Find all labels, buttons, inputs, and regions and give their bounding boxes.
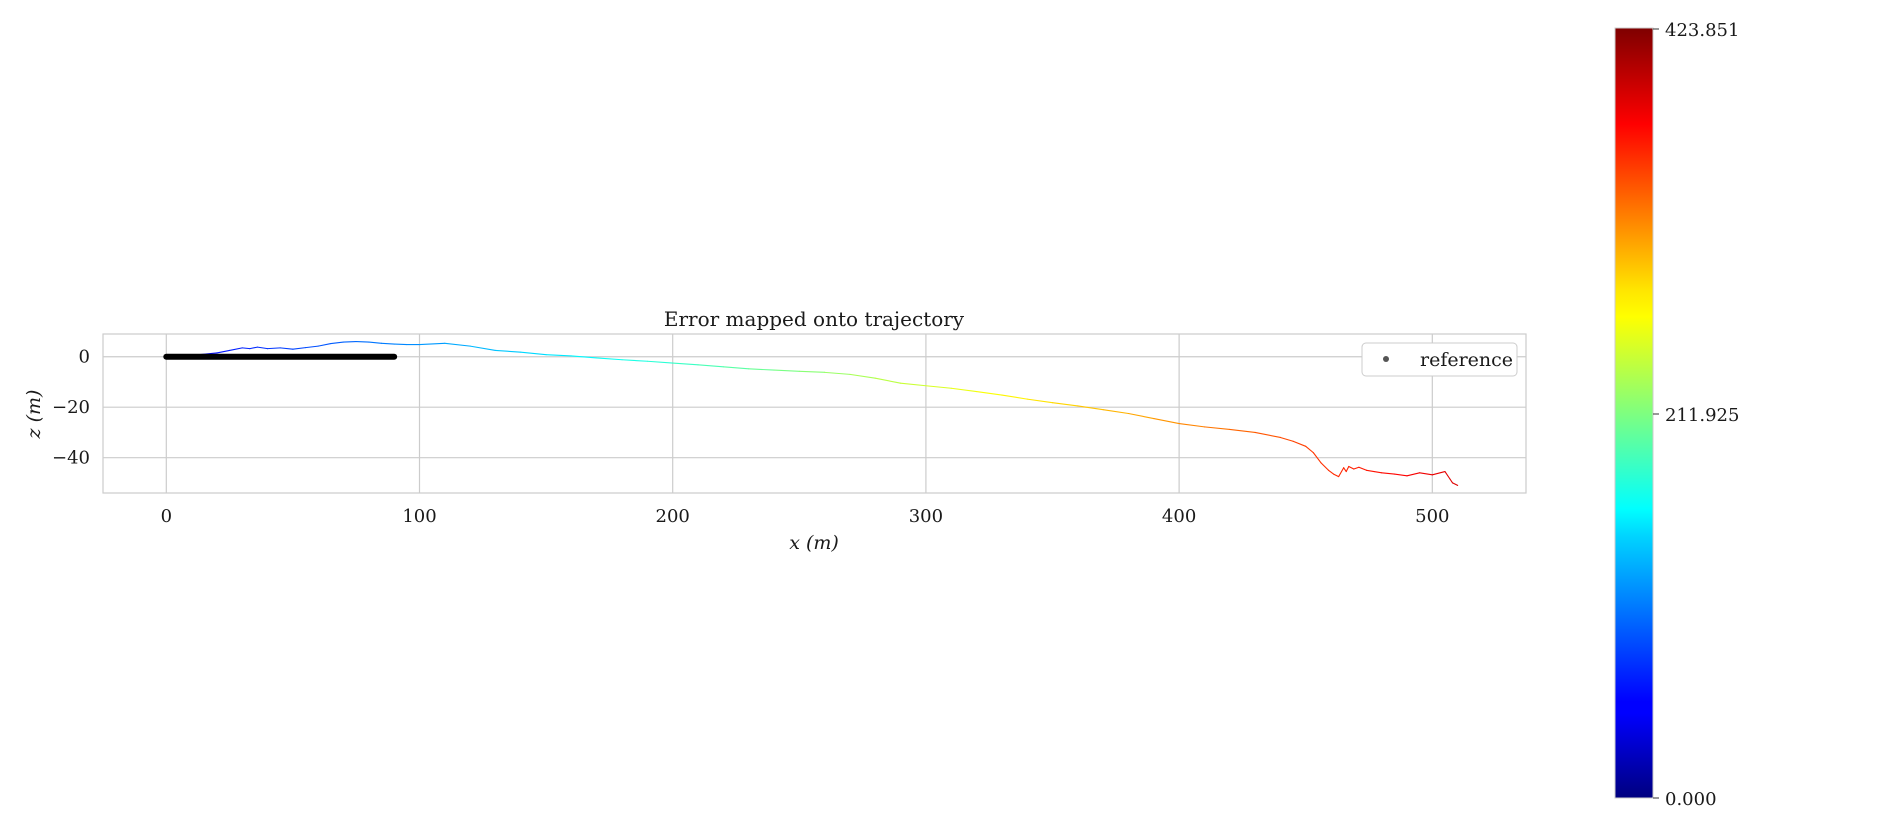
chart-title: Error mapped onto trajectory [664, 307, 965, 331]
trajectory-segment [355, 341, 370, 343]
colorbar-label-max: 423.851 [1665, 20, 1739, 41]
trajectory-segment [646, 360, 674, 364]
trajectory-segment [305, 345, 319, 349]
trajectory-segment [900, 382, 927, 387]
trajectory-segment [1365, 469, 1375, 473]
trajectory-segment [975, 390, 1003, 396]
trajectory-segment [1444, 470, 1451, 480]
trajectory-segment [216, 349, 231, 354]
trajectory-segment [1373, 470, 1383, 474]
trajectory-segment [1178, 423, 1205, 428]
trajectory-segment [1279, 436, 1294, 442]
trajectory-segment [469, 345, 497, 351]
trajectory-segment [368, 341, 383, 344]
trajectory-segment [1026, 398, 1054, 404]
grid-lines [103, 334, 1526, 493]
trajectory-segment [1343, 467, 1347, 473]
trajectory-segment [1345, 465, 1350, 473]
trajectory-segment [1312, 452, 1322, 464]
trajectory-segment [229, 347, 243, 351]
colorbar-label-mid: 211.925 [1665, 405, 1739, 426]
trajectory-segment [1327, 469, 1335, 475]
trajectory-segment [722, 366, 750, 370]
trajectory-segment [1452, 482, 1459, 486]
y-tick-labels: 0 −20 −40 [52, 347, 90, 469]
trajectory-segment [1333, 473, 1340, 478]
legend-box [1361, 342, 1518, 377]
trajectory-segment [1001, 394, 1028, 400]
trajectory-segment [1051, 402, 1079, 407]
trajectory-segment [256, 346, 269, 350]
x-tick-label: 400 [1162, 506, 1196, 527]
plot-area [102, 333, 1527, 494]
trajectory-segment [1348, 465, 1355, 470]
trajectory-segment [925, 385, 952, 389]
trajectory-segment [1338, 467, 1345, 478]
trajectory-segment [1320, 462, 1330, 471]
trajectory-segment [444, 342, 471, 347]
trajectory-segment [773, 369, 800, 372]
trajectory-segment [621, 359, 648, 362]
x-tick-label: 200 [656, 506, 690, 527]
trajectory-segment [494, 349, 522, 353]
trajectory-segment [697, 364, 724, 368]
x-axis-label: x (m) [789, 532, 839, 554]
colorbar: 423.851 211.925 0.000 [1614, 20, 1739, 810]
legend: reference [1361, 342, 1518, 377]
trajectory-segment [1292, 440, 1307, 447]
trajectory-segment [1393, 473, 1408, 477]
trajectory-segment [1203, 426, 1231, 430]
legend-entry-reference: reference [1420, 349, 1513, 371]
trajectory-segment [1102, 409, 1130, 415]
trajectory-segment [241, 347, 251, 350]
trajectory-segment [292, 347, 307, 350]
trajectory-segment [249, 346, 259, 350]
x-tick-label: 0 [161, 506, 172, 527]
trajectory-segment [1449, 478, 1454, 484]
colorbar-gradient [1614, 27, 1654, 799]
trajectory-segment [267, 347, 281, 350]
trajectory-segment [1358, 466, 1368, 471]
trajectory-segment [824, 371, 851, 375]
trajectory-segment [570, 355, 598, 359]
colorbar-label-min: 0.000 [1665, 789, 1717, 810]
trajectory-segment [342, 341, 357, 343]
legend-marker-reference [1383, 356, 1389, 362]
y-axis-label: z (m) [23, 390, 45, 440]
trajectory-segment [1431, 470, 1446, 476]
trajectory-segment [1305, 445, 1314, 454]
trajectory-segment [1127, 412, 1155, 420]
x-tick-labels: 0 100 200 300 400 500 [161, 506, 1450, 527]
trajectory-segment [330, 341, 345, 345]
trajectory-segment [672, 362, 699, 366]
x-tick-label: 100 [402, 506, 436, 527]
trajectory-segment [1406, 472, 1421, 477]
trajectory-segment [1153, 417, 1180, 425]
x-tick-label: 500 [1415, 506, 1449, 527]
trajectory-segment [279, 347, 294, 350]
trajectory-segment [1381, 472, 1395, 475]
trajectory-segment [1229, 428, 1256, 433]
trajectory-segment [1353, 466, 1360, 470]
trajectory-segment [380, 342, 395, 345]
y-tick-label: −40 [52, 448, 90, 469]
trajectory-segment [520, 351, 547, 356]
trajectory-segment [1254, 431, 1281, 439]
trajectory-segment [1077, 405, 1104, 411]
trajectory-segment [748, 368, 775, 371]
trajectory-segment [950, 387, 978, 393]
trajectory-segment [317, 343, 332, 347]
trajectory-segment [798, 370, 826, 373]
trajectory-segment [596, 357, 623, 361]
y-tick-label: −20 [52, 397, 90, 418]
trajectory-segment [849, 373, 876, 379]
x-tick-label: 300 [909, 506, 943, 527]
trajectory-segment [418, 342, 446, 346]
trajectory-segment [874, 377, 902, 384]
trajectory-segment [545, 354, 572, 357]
y-tick-label: 0 [79, 347, 90, 368]
trajectory-segment [1419, 472, 1433, 476]
trajectory-segment [393, 343, 408, 346]
